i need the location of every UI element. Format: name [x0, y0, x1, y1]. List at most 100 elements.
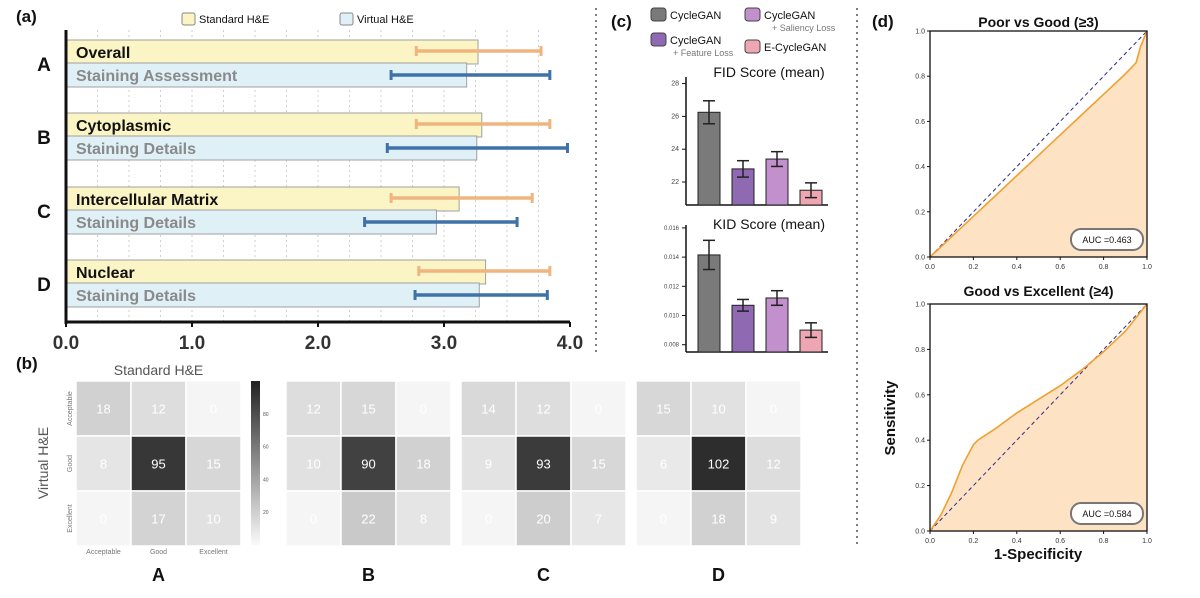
heatmap-value: 7	[595, 512, 602, 527]
heatmap-value: 12	[766, 457, 780, 472]
panel-label-c: (c)	[611, 12, 632, 31]
category-subtitle: Staining Details	[76, 288, 196, 305]
heatmap-cell	[460, 490, 517, 547]
heatmap-cell	[635, 490, 692, 547]
heatmap-cell	[635, 380, 692, 437]
heatmap-cell	[285, 490, 342, 547]
x-tick-label: 1.0	[1142, 264, 1152, 271]
colorbar	[251, 381, 260, 545]
y-tick-label: 26	[671, 113, 679, 120]
heatmap-cell	[75, 490, 132, 547]
legend-swatch-model	[744, 39, 761, 54]
roc-curve	[929, 303, 1148, 532]
heatmap-value: 0	[770, 402, 777, 417]
heatmap-value: 18	[96, 402, 110, 417]
heatmap-col-label: Excellent	[199, 549, 227, 556]
heatmap-value: 9	[485, 457, 492, 472]
heatmap-cell	[340, 490, 397, 547]
heatmap-col-label: Acceptable	[86, 549, 121, 556]
heatmap-value: 93	[536, 457, 550, 472]
heatmap-cell	[570, 490, 627, 547]
heatmap-row-label: Acceptable	[67, 391, 74, 426]
y-tick-label: 0.6	[915, 119, 925, 126]
y-tick-label: 0.6	[915, 392, 925, 399]
heatmap-value: 102	[708, 457, 730, 472]
heatmap-y-title: Virtual H&E	[35, 427, 51, 499]
heatmap-cell	[570, 380, 627, 437]
x-tick-label: 0.8	[1099, 264, 1109, 271]
y-tick-label: 0.0	[915, 529, 925, 536]
panel-label-a: (a)	[16, 7, 37, 26]
heatmap-value: 17	[151, 512, 165, 527]
heatmap-cell	[130, 490, 187, 547]
heatmap-value: 15	[206, 457, 220, 472]
heatmap-value: 18	[711, 512, 725, 527]
heatmap-value: 10	[711, 402, 725, 417]
heatmap-value: 18	[416, 457, 430, 472]
heatmap-cell	[285, 380, 342, 437]
roc-title: Poor vs Good (≥3)	[978, 14, 1098, 30]
heatmap-value: 0	[420, 402, 427, 417]
y-tick-label: 0.014	[664, 255, 680, 261]
heatmap-row-label: Excellent	[67, 504, 74, 532]
heatmap-value: 0	[100, 512, 107, 527]
heatmap-cell	[395, 435, 452, 492]
heatmap-value: 8	[420, 512, 427, 527]
category-letter: A	[37, 55, 51, 76]
x-tick-label: 0.6	[1055, 264, 1065, 271]
matrix-label: D	[712, 565, 725, 585]
heatmap-value: 8	[100, 457, 107, 472]
chart-title: KID Score (mean)	[713, 216, 825, 232]
heatmap-value: 12	[306, 402, 320, 417]
heatmap-value: 12	[151, 402, 165, 417]
y-tick-label: 0.4	[915, 438, 925, 445]
x-tick-label: 1.0	[1142, 538, 1152, 545]
heatmap-value: 0	[210, 402, 217, 417]
y-tick-label: 1.0	[915, 302, 925, 309]
category-subtitle: Staining Details	[76, 141, 196, 158]
y-tick-label: 0.0	[915, 255, 925, 262]
x-tick-label: 2.0	[305, 333, 331, 354]
bar	[697, 111, 721, 206]
heatmap-value: 14	[481, 402, 495, 417]
plot-frame	[929, 303, 1148, 532]
heatmap-cell	[185, 435, 242, 492]
colorbar-tick-label: 60	[263, 445, 269, 451]
category-subtitle: Staining Assessment	[76, 68, 238, 85]
heatmap-value: 0	[660, 512, 667, 527]
roc-x-title: 1-Specificity	[994, 546, 1083, 563]
category-title: Intercellular Matrix	[76, 192, 218, 209]
x-tick-label: 0.0	[53, 333, 79, 354]
x-tick-label: 0.4	[1012, 538, 1022, 545]
heatmap-cell	[130, 435, 187, 492]
y-tick-label: 0.008	[664, 343, 680, 349]
chance-diagonal	[929, 303, 1148, 532]
category-letter: B	[37, 128, 51, 149]
auc-box	[1070, 502, 1144, 525]
category-subtitle: Staining Details	[76, 215, 196, 232]
heatmap-cell	[340, 380, 397, 437]
matrix-label: B	[362, 565, 375, 585]
x-tick-label: 0.8	[1099, 538, 1109, 545]
category-title: Cytoplasmic	[76, 118, 171, 135]
legend-model-name: CycleGAN	[764, 10, 815, 22]
legend-model-suffix: + Feature Loss	[673, 48, 734, 58]
legend-model-name: CycleGAN	[670, 35, 721, 47]
heatmap-cell	[745, 490, 802, 547]
legend-swatch-model	[744, 7, 761, 22]
heatmap-cell	[745, 380, 802, 437]
heatmap-value: 20	[536, 512, 550, 527]
heatmap-col-label: Good	[150, 549, 167, 556]
x-tick-label: 0.0	[925, 538, 935, 545]
category-title: Nuclear	[76, 265, 135, 282]
heatmap-value: 0	[310, 512, 317, 527]
heatmap-value: 22	[361, 512, 375, 527]
colorbar-tick-label: 40	[263, 477, 269, 483]
legend-swatch-model	[650, 7, 667, 22]
heatmap-value: 10	[206, 512, 220, 527]
heatmap-cell	[185, 490, 242, 547]
roc-area	[930, 31, 1147, 257]
heatmap-value: 15	[361, 402, 375, 417]
x-tick-label: 1.0	[179, 333, 205, 354]
legend-label-standard: Standard H&E	[199, 14, 269, 26]
